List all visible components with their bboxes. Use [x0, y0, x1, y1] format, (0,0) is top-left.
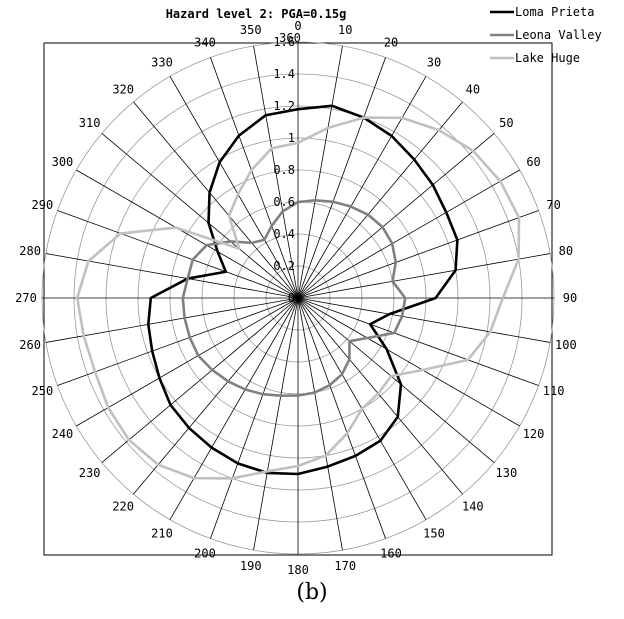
grid-spoke [133, 297, 299, 495]
angle-tick-label: 20 [384, 35, 398, 49]
radial-tick-label: 0.8 [273, 163, 295, 177]
angle-tick-label: 290 [32, 198, 54, 212]
angle-tick-label: 0 [294, 19, 301, 33]
angle-tick-label: 360 [279, 31, 301, 45]
grid-spoke [297, 253, 551, 299]
angle-tick-label: 320 [112, 83, 134, 97]
angle-tick-label: 220 [112, 499, 134, 513]
grid-spoke [210, 297, 299, 539]
radial-tick-label: 0.2 [273, 259, 295, 273]
series-line-loma-prieta [147, 104, 459, 476]
grid-spoke [297, 45, 343, 299]
angle-tick-label: 170 [334, 559, 356, 573]
angle-tick-label: 250 [32, 384, 54, 398]
series-lines [75, 104, 521, 480]
grid-spoke [133, 101, 299, 299]
angle-tick-label: 240 [52, 427, 74, 441]
angle-tick-labels: 0 102030405060708090100110120130140150160… [15, 19, 577, 577]
grid-spoke [297, 297, 551, 343]
grid-spoke [297, 210, 539, 299]
angle-tick-label: 110 [543, 384, 565, 398]
grid-spoke [297, 297, 463, 495]
legend-label-loma-prieta: Loma Prieta [515, 5, 594, 19]
polar-grid [41, 41, 555, 555]
angle-tick-label: 80 [559, 244, 573, 258]
grid-spoke [297, 57, 386, 299]
legend-label-lake-huge: Lake Huge [515, 51, 580, 65]
angle-tick-label: 200 [194, 547, 216, 561]
grid-spoke [57, 297, 299, 386]
angle-tick-label: 350 [240, 23, 262, 37]
angle-tick-label: 130 [496, 466, 518, 480]
grid-spoke [57, 210, 299, 299]
radial-tick-label: 0.4 [273, 227, 295, 241]
angle-tick-label: 280 [19, 244, 41, 258]
angle-tick-label: 120 [523, 427, 545, 441]
grid-spoke [297, 297, 539, 386]
grid-spoke [253, 45, 299, 299]
legend-label-leona-valley: Leona Valley [515, 28, 602, 42]
grid-spoke [297, 297, 495, 463]
angle-tick-label: 180 [287, 563, 309, 577]
angle-tick-label: 260 [19, 338, 41, 352]
angle-tick-label: 90 [563, 291, 577, 305]
radial-tick-label: 1.6 [273, 35, 295, 49]
angle-tick-label: 140 [462, 499, 484, 513]
grid-spoke [76, 297, 299, 427]
radial-tick-label: 0 [288, 291, 295, 305]
angle-tick-label: 70 [546, 198, 560, 212]
radial-tick-label: 1 [288, 131, 295, 145]
angle-tick-label: 330 [151, 55, 173, 69]
angle-tick-label: 150 [423, 527, 445, 541]
angle-tick-label: 50 [499, 116, 513, 130]
angle-tick-label: 300 [52, 155, 74, 169]
angle-tick-label: 60 [526, 155, 540, 169]
grid-spoke [297, 133, 495, 299]
grid-spoke [169, 297, 299, 520]
grid-spoke [297, 297, 343, 551]
grid-spoke [101, 297, 299, 463]
grid-spoke [210, 57, 299, 299]
grid-spoke [297, 101, 463, 299]
radial-tick-label: 0.6 [273, 195, 295, 209]
grid-spoke [297, 169, 520, 299]
angle-tick-label: 230 [79, 466, 101, 480]
figure-caption: (b) [296, 580, 328, 605]
grid-spoke [297, 297, 386, 539]
angle-tick-label: 30 [427, 55, 441, 69]
grid-spoke [169, 76, 299, 299]
grid-spoke [253, 297, 299, 551]
radial-tick-labels: 0 0.2 0.4 0.6 0.8 1 1.2 1.4 1.6 [273, 35, 295, 305]
angle-tick-label: 310 [79, 116, 101, 130]
angle-tick-label: 10 [338, 23, 352, 37]
grid-spoke [297, 76, 427, 299]
angle-tick-label: 160 [380, 547, 402, 561]
angle-tick-label: 40 [466, 83, 480, 97]
series-line-lake-huge [75, 116, 521, 480]
series-line-leona-valley [181, 199, 407, 397]
angle-tick-label: 210 [151, 527, 173, 541]
angle-tick-label: 100 [555, 338, 577, 352]
grid-spoke [76, 169, 299, 299]
grid-spoke [297, 297, 520, 427]
legend: Loma Prieta Leona Valley Lake Huge [490, 5, 602, 65]
angle-tick-label: 190 [240, 559, 262, 573]
grid-spoke [101, 133, 299, 299]
angle-tick-label: 270 [15, 291, 37, 305]
angle-tick-label: 340 [194, 35, 216, 49]
radial-tick-label: 1.2 [273, 99, 295, 113]
chart-title: Hazard level 2: PGA=0.15g [166, 7, 347, 21]
radial-tick-label: 1.4 [273, 67, 295, 81]
grid-spoke [45, 297, 299, 343]
